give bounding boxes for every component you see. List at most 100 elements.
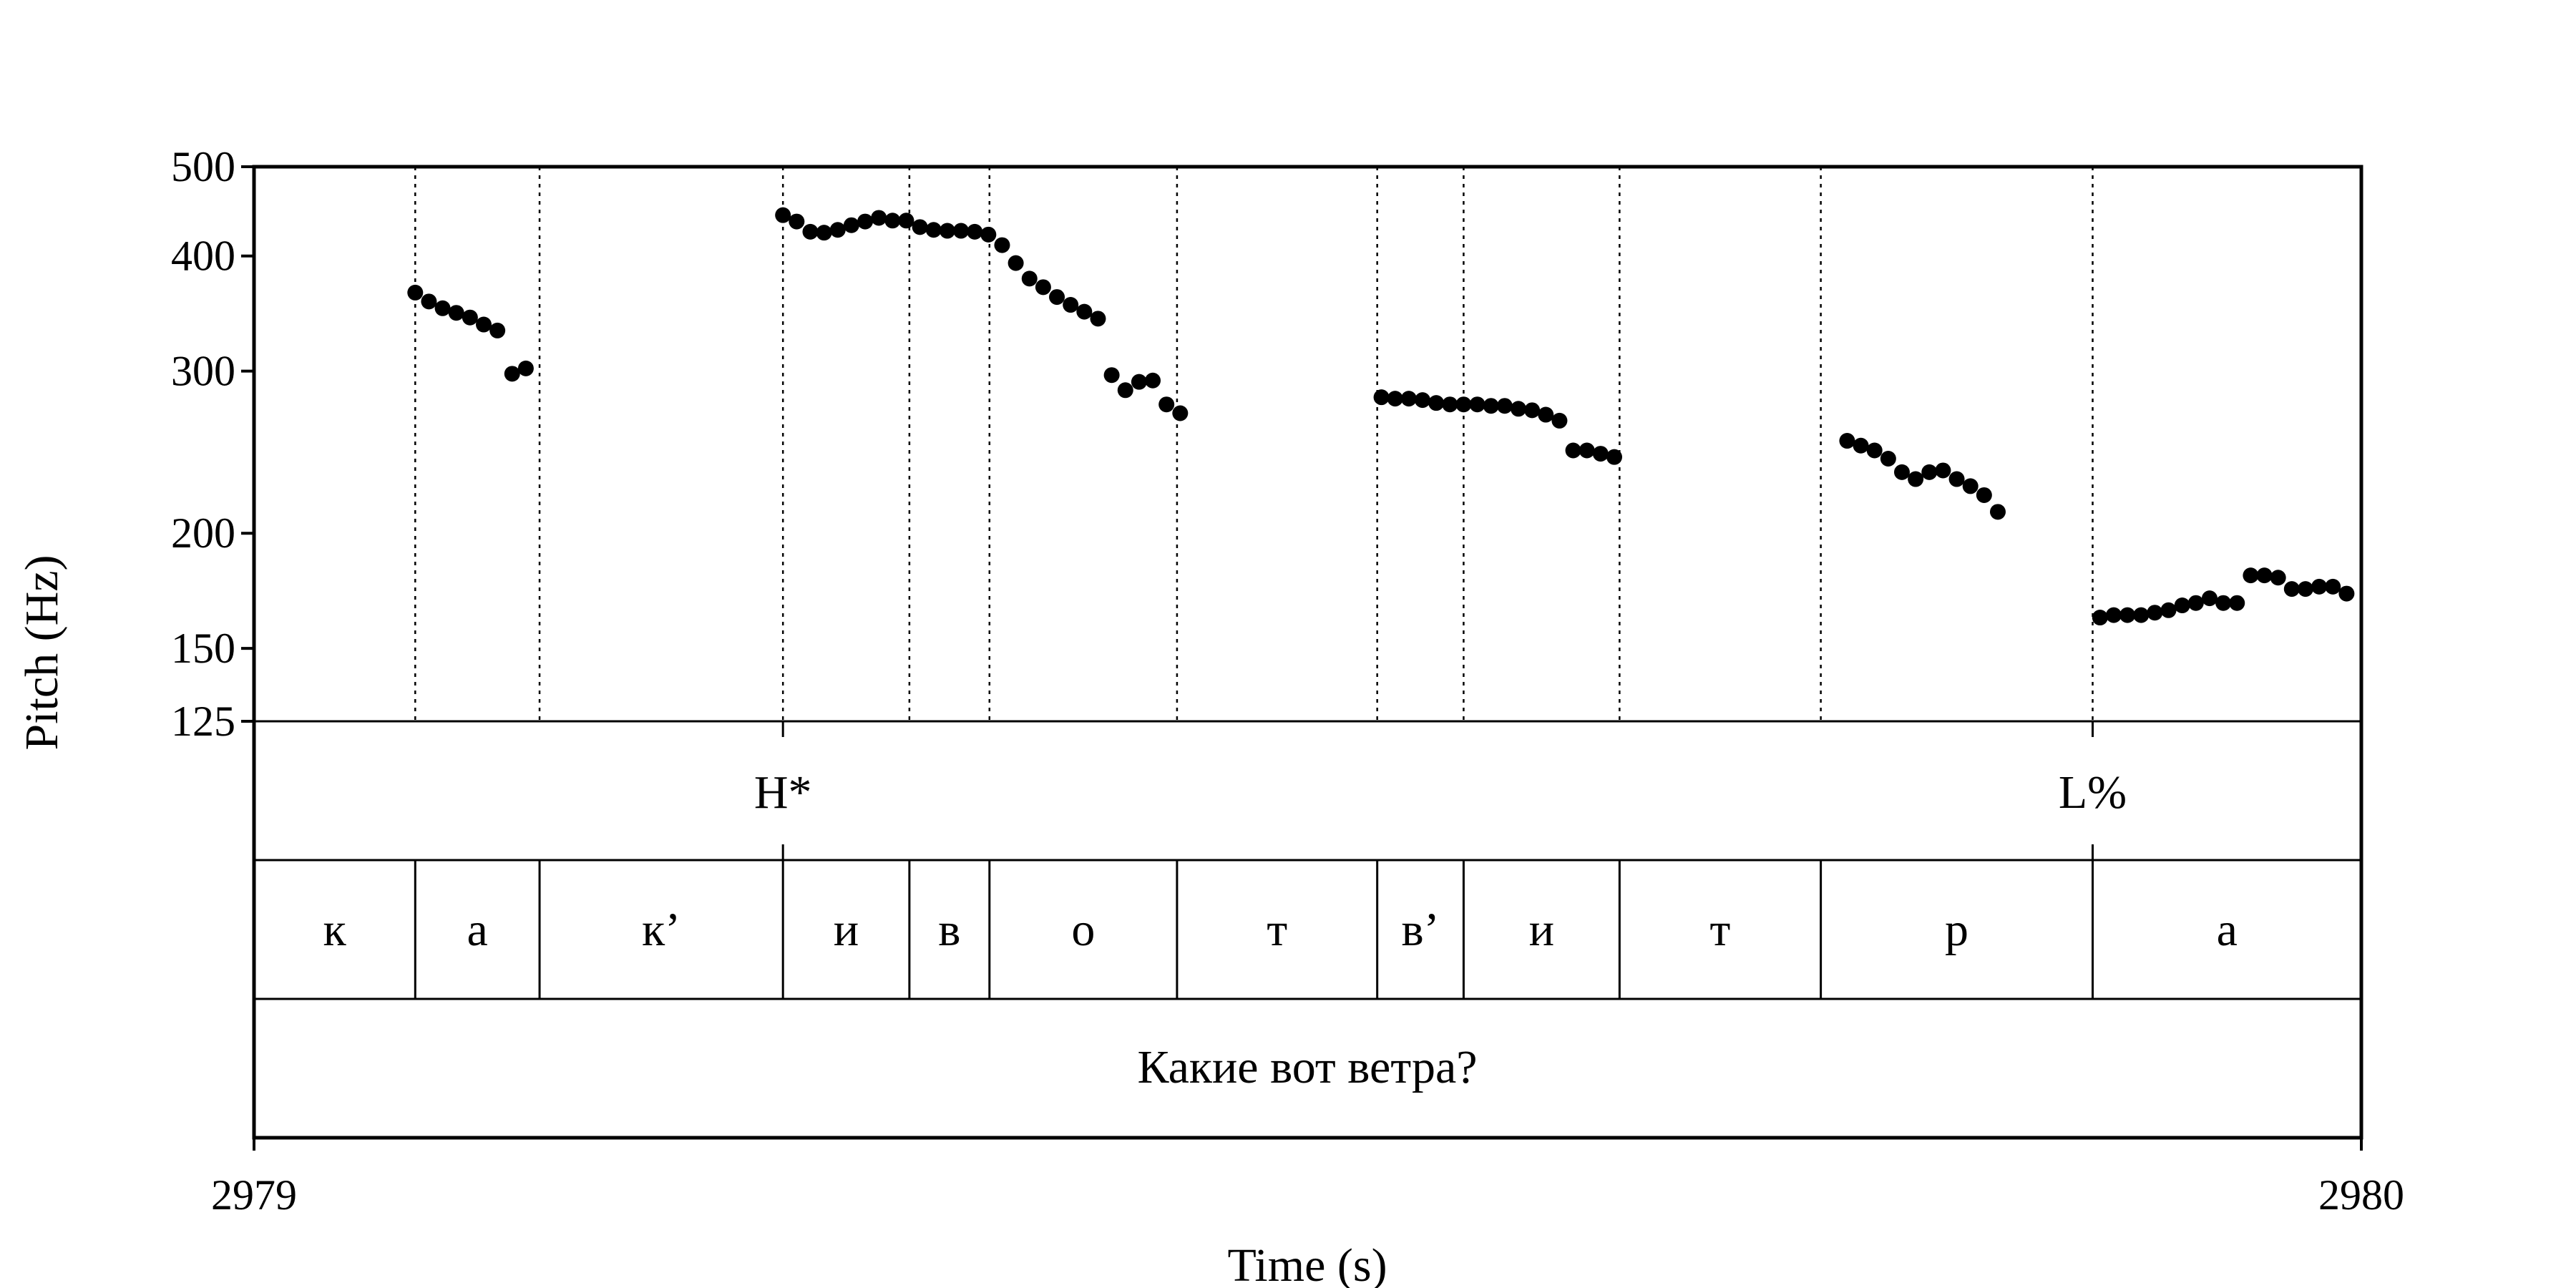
segment-label: а	[467, 904, 488, 956]
x-axis-title: Time (s)	[1227, 1239, 1387, 1288]
pitch-point	[775, 207, 791, 223]
y-tick-label: 150	[171, 625, 235, 672]
pitch-points	[407, 207, 2355, 626]
pitch-point	[1880, 450, 1896, 467]
y-axis: 500 400 300 200 150 125	[171, 143, 254, 745]
pitch-point	[884, 213, 901, 229]
segment-tier: к а к’ и в о т в’ и т р а	[323, 904, 2238, 956]
tier-boundaries	[414, 860, 2094, 999]
pitch-point	[1021, 270, 1038, 287]
pitch-point	[1158, 396, 1175, 413]
pitch-point	[448, 305, 464, 321]
pitch-point	[912, 219, 928, 235]
segment-label: в	[938, 904, 960, 956]
pitch-point	[1428, 395, 1445, 411]
pitch-point	[2119, 607, 2136, 623]
pitch-point	[2229, 595, 2245, 611]
pitch-point	[2283, 581, 2300, 597]
segment-label: к’	[642, 904, 680, 956]
pitch-point	[871, 210, 887, 226]
pitch-point	[1893, 464, 1910, 480]
pitch-point	[2105, 607, 2122, 623]
segment-label: а	[2217, 904, 2238, 956]
pitch-point	[2243, 567, 2259, 584]
segment-label: и	[1529, 904, 1554, 956]
pitch-point	[953, 223, 970, 239]
x-tick-label: 2980	[2318, 1171, 2404, 1219]
y-tick-label: 500	[171, 143, 235, 190]
pitch-point	[1145, 372, 1161, 389]
x-tick-label: 2979	[211, 1171, 297, 1219]
pitch-point	[1866, 442, 1883, 459]
pitch-point	[1415, 392, 1431, 409]
pitch-point	[1989, 504, 2006, 520]
pitch-point	[2338, 585, 2355, 602]
pitch-point	[1103, 367, 1120, 384]
pitch-point	[1469, 396, 1485, 413]
pitch-point	[1976, 487, 1992, 503]
plot-frame	[252, 165, 2363, 1140]
segment-label: т	[1267, 904, 1287, 956]
pitch-point	[1442, 396, 1458, 413]
pitch-point	[1076, 303, 1093, 320]
pitch-point	[1496, 398, 1513, 414]
pitch-point	[939, 223, 955, 239]
pitch-point	[1387, 391, 1403, 407]
pitch-point	[1373, 389, 1390, 406]
segment-label: о	[1071, 904, 1095, 956]
pitch-point	[2133, 607, 2150, 623]
pitch-point	[980, 226, 997, 243]
segment-label: р	[1945, 904, 1968, 956]
pitch-point	[421, 293, 437, 310]
frame	[252, 165, 2363, 1140]
y-axis-title: Pitch (Hz)	[16, 555, 68, 750]
pitch-point	[504, 366, 520, 382]
pitch-point	[1579, 442, 1595, 459]
pitch-point	[2270, 570, 2286, 586]
pitch-point	[2174, 597, 2190, 614]
pitch-point	[1117, 382, 1133, 399]
pitch-point	[1511, 401, 1526, 417]
pitch-point	[1172, 405, 1189, 421]
pitch-point	[2201, 590, 2218, 607]
pitch-point	[517, 360, 534, 376]
pitch-point	[967, 223, 983, 240]
pitch-point	[1853, 437, 1869, 454]
pitch-point	[1908, 471, 1924, 487]
pitch-point	[1948, 471, 1965, 487]
pitch-point	[407, 284, 424, 301]
pitch-point	[802, 223, 819, 240]
y-tick-label: 200	[171, 509, 235, 557]
pitch-point	[1455, 396, 1472, 413]
pitch-point	[843, 217, 859, 233]
boundary-lines	[414, 167, 2094, 721]
pitch-point	[1935, 462, 1951, 479]
pitch-point	[1551, 412, 1568, 429]
pitch-point	[898, 213, 914, 229]
pitch-point	[1839, 433, 1855, 449]
y-tick-label: 125	[171, 698, 235, 745]
pitch-point	[857, 213, 874, 230]
pitch-point	[2256, 567, 2273, 584]
pitch-point	[925, 222, 942, 238]
segment-label: т	[1710, 904, 1731, 956]
pitch-point	[1592, 446, 1609, 462]
segment-label: в’	[1401, 904, 1439, 956]
sentence-label: Какие вот ветра?	[1137, 1041, 1477, 1093]
pitch-point	[829, 222, 846, 238]
pitch-point	[1524, 402, 1541, 419]
y-tick-label: 300	[171, 348, 235, 395]
pitch-point	[2311, 578, 2328, 595]
tone-label: H*	[754, 766, 812, 819]
pitch-point	[1063, 297, 1079, 313]
pitch-point	[1090, 311, 1106, 327]
pitch-point	[1962, 478, 1979, 494]
pitch-point	[2092, 610, 2108, 626]
pitch-point	[1921, 464, 1938, 480]
segment-label: и	[834, 904, 859, 956]
pitch-point	[2325, 578, 2341, 595]
pitch-point	[489, 322, 506, 338]
pitch-point	[1131, 374, 1147, 390]
pitch-point	[1035, 279, 1051, 296]
